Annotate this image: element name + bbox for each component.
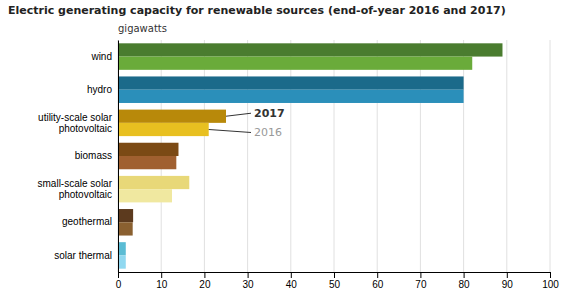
- tick: geothermal: [62, 216, 112, 227]
- tick: 70: [415, 272, 427, 290]
- tick-label: 70: [415, 279, 427, 290]
- grid-line: [334, 40, 335, 272]
- tick: 100: [542, 272, 559, 290]
- tick-mark: [420, 272, 421, 278]
- bar: [118, 110, 226, 123]
- tick-mark: [377, 272, 378, 278]
- grid-line: [550, 40, 551, 272]
- tick: 90: [502, 272, 514, 290]
- bar: [118, 222, 133, 235]
- grid-line: [247, 40, 248, 272]
- bar: [118, 123, 209, 136]
- bar: [118, 176, 189, 189]
- tick-mark: [550, 272, 551, 278]
- tick-label: biomass: [75, 150, 112, 161]
- tick-mark: [464, 272, 465, 278]
- tick-label: 0: [116, 279, 122, 290]
- annotation-line: [226, 113, 251, 116]
- bar: [118, 242, 126, 255]
- grid-line: [118, 40, 119, 272]
- grid: [118, 40, 550, 272]
- bars: [118, 43, 502, 268]
- tick: 40: [286, 272, 298, 290]
- series: [118, 43, 502, 255]
- annotation: 2016: [254, 126, 282, 139]
- tick-label: 30: [243, 279, 255, 290]
- tick: wind: [90, 51, 112, 62]
- chart: Electric generating capacity for renewab…: [0, 0, 566, 294]
- tick: utility-scale solarphotovoltaic: [38, 112, 113, 134]
- annotation: 2017: [254, 107, 285, 120]
- tick: 20: [199, 272, 211, 290]
- bar: [118, 255, 126, 268]
- grid-line: [506, 40, 507, 272]
- grid-line: [463, 40, 464, 272]
- axis-line: [118, 41, 119, 273]
- y-axis: wind hydro utility-scale solarphotovoltaic…: [38, 41, 119, 273]
- tick: 80: [459, 272, 471, 290]
- tick-mark: [204, 272, 205, 278]
- plot: gigawatts 0 10 20 30 40 50 60 70 80 90 100 wind hydro…: [38, 23, 560, 290]
- annotations: 2017 2016: [209, 107, 285, 139]
- tick: hydro: [87, 84, 112, 95]
- grid-line: [290, 40, 291, 272]
- bar: [118, 143, 178, 156]
- tick-label: hydro: [87, 84, 112, 95]
- tick-mark: [334, 272, 335, 278]
- axis-label: gigawatts: [118, 23, 167, 34]
- bar: [118, 209, 133, 222]
- bar: [118, 57, 472, 70]
- tick: small-scale solarphotovoltaic: [38, 178, 113, 200]
- tick-mark: [507, 272, 508, 278]
- tick-mark: [248, 272, 249, 278]
- tick-label: solar thermal: [54, 250, 112, 261]
- x-axis: 0 10 20 30 40 50 60 70 80 90 100: [116, 272, 560, 290]
- tick-label: small-scale solarphotovoltaic: [38, 178, 113, 200]
- tick-mark: [161, 272, 162, 278]
- tick-mark: [118, 272, 119, 278]
- bar: [118, 189, 172, 202]
- tick-label: 40: [286, 279, 298, 290]
- tick: 30: [243, 272, 255, 290]
- tick: 0: [116, 272, 122, 290]
- series: [118, 57, 472, 269]
- tick-label: 100: [542, 279, 559, 290]
- grid-line: [377, 40, 378, 272]
- tick-label: utility-scale solarphotovoltaic: [38, 112, 113, 134]
- grid-line: [420, 40, 421, 272]
- tick: 50: [329, 272, 341, 290]
- bar: [118, 90, 464, 103]
- tick-label: 50: [329, 279, 341, 290]
- tick-label: 80: [459, 279, 471, 290]
- bar: [118, 156, 176, 169]
- bar: [118, 43, 502, 56]
- tick-label: geothermal: [62, 216, 112, 227]
- title: Electric generating capacity for renewab…: [8, 4, 506, 17]
- annotation-line: [209, 129, 251, 132]
- tick-label: 10: [156, 279, 168, 290]
- tick: 60: [372, 272, 384, 290]
- tick-label: wind: [90, 51, 112, 62]
- tick-label: 90: [502, 279, 514, 290]
- tick: biomass: [75, 150, 112, 161]
- tick: solar thermal: [54, 250, 112, 261]
- bar: [118, 76, 464, 89]
- tick-label: 60: [372, 279, 384, 290]
- tick-mark: [291, 272, 292, 278]
- grid-line: [204, 40, 205, 272]
- tick: 10: [156, 272, 168, 290]
- tick-label: 20: [199, 279, 211, 290]
